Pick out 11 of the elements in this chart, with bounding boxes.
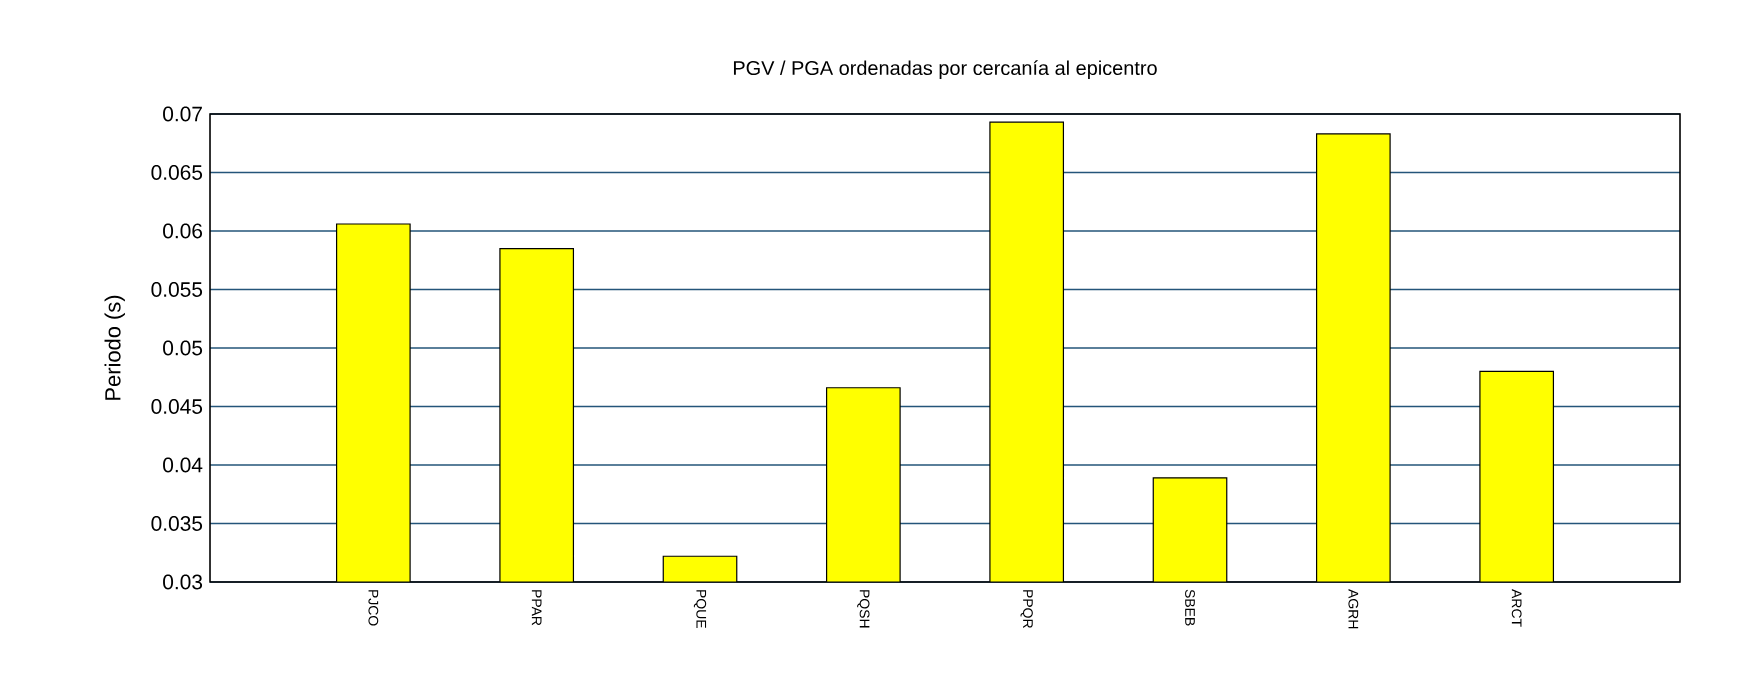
y-tick-label: 0.04 <box>163 457 203 473</box>
y-axis-title: Periodo (s) <box>104 295 125 400</box>
y-tick-label: 0.045 <box>151 399 203 414</box>
y-tick-label: 0.03 <box>163 574 203 590</box>
y-tick-label: 0.035 <box>151 516 203 531</box>
y-tick-label: 0.055 <box>151 282 203 297</box>
y-tick-label: 0.06 <box>163 223 203 239</box>
y-tick-label: 0.065 <box>151 165 203 180</box>
y-tick-label: 0.07 <box>163 106 202 122</box>
y-tick-label: 0.05 <box>163 340 203 356</box>
chart-title: PGV / PGA ordenadas por cercanía al epicentro <box>733 60 1157 79</box>
